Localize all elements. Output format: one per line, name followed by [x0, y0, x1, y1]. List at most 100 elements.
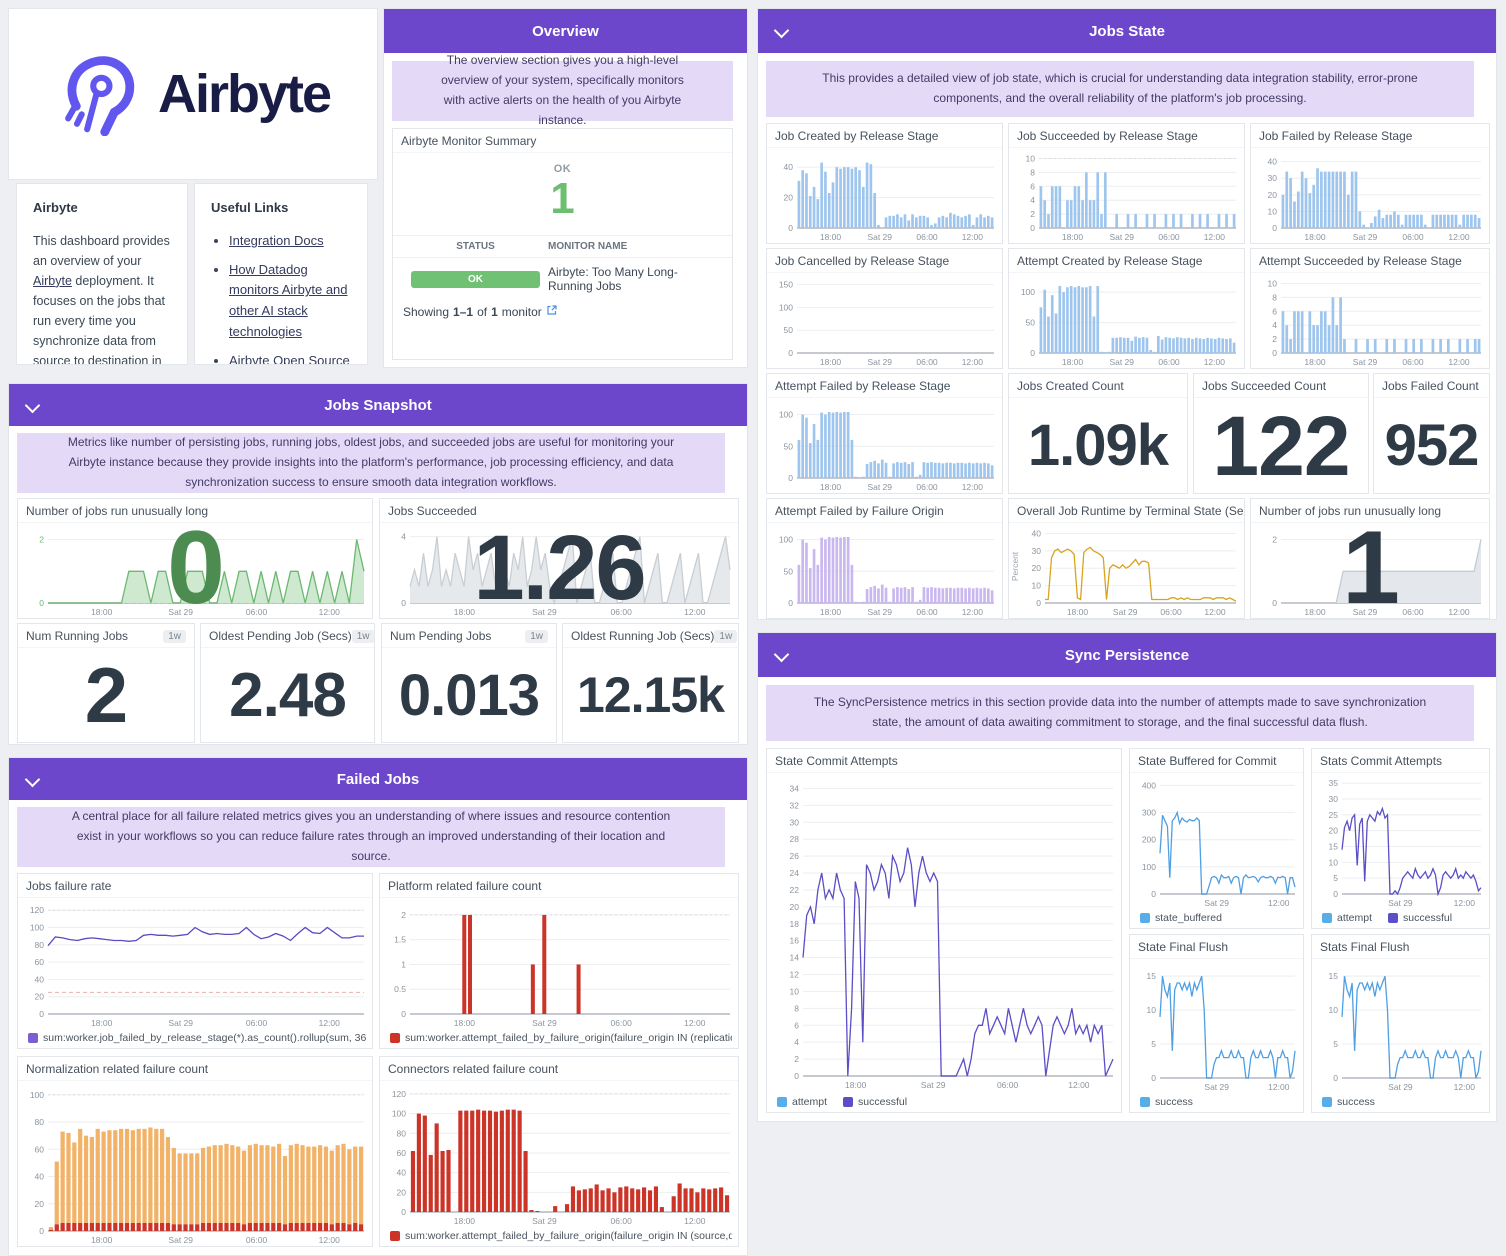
- list-item: Airbyte Open Source Deployment: [229, 351, 351, 365]
- chevron-down-icon[interactable]: [773, 646, 790, 663]
- chart-plot[interactable]: 0 50 100 18:00 Sat 29 06:00 12:00: [1009, 273, 1244, 368]
- value-card-num-pending-jobs: Num Pending Jobs 1w 0.013: [381, 623, 557, 743]
- svg-text:30: 30: [1032, 546, 1042, 556]
- legend-item[interactable]: sum:worker.attempt_failed_by_failure_ori…: [390, 1230, 732, 1242]
- chart-plot[interactable]: 0 4 18:00 Sat 29 06:00 12:00: [380, 523, 738, 618]
- footer-text: of: [477, 304, 488, 319]
- chart-plot[interactable]: 0 20 40 60 80 100 120 18:00 Sat 29 06:00 12:00 sum:…: [380, 1081, 738, 1246]
- legend-item[interactable]: successful: [843, 1096, 907, 1108]
- useful-links-title: Useful Links: [211, 200, 289, 215]
- svg-text:18:00: 18:00: [1062, 232, 1084, 242]
- sync-persistence-banner: The SyncPersistence metrics in this sect…: [766, 685, 1474, 741]
- svg-text:12:00: 12:00: [1204, 232, 1226, 242]
- svg-text:100: 100: [779, 302, 793, 312]
- chart-plot[interactable]: 0 50 100 18:00 Sat 29 06:00 12:00: [767, 523, 1002, 618]
- jobs-snapshot-section: Jobs Snapshot Metrics like number of per…: [8, 383, 748, 745]
- chart-plot[interactable]: 0 2 4 6 8 10 18:00 Sat 29 06:00 12:00: [1251, 273, 1489, 368]
- chart-plot[interactable]: 0 5 10 15 Sat 29 12:00 success: [1130, 959, 1303, 1112]
- svg-text:18:00: 18:00: [820, 482, 842, 492]
- chart-title: Oldest Pending Job (Secs): [209, 629, 352, 643]
- legend-swatch-icon: [28, 1033, 38, 1043]
- chart-plot[interactable]: 0 50 100 18:00 Sat 29 06:00 12:00: [767, 398, 1002, 493]
- svg-text:06:00: 06:00: [611, 1216, 633, 1226]
- legend-item[interactable]: success: [1140, 1096, 1193, 1108]
- legend-item[interactable]: state_buffered: [1140, 912, 1222, 924]
- overview-banner: The overview section gives you a high-le…: [392, 53, 733, 127]
- chart-card-normalization-failure-count: Normalization related failure count 0 20 4…: [17, 1056, 373, 1247]
- chart-card-job-runtime-terminal-state: Overall Job Runtime by Terminal State (S…: [1008, 498, 1245, 619]
- chart-plot[interactable]: 0 2 4 6 8 10 12 14 16 18 20 22 24 26 28 30 32 34 18:00 Sat …: [767, 773, 1121, 1112]
- chart-plot[interactable]: 0 20 40 60 80 100 18:00 Sat 29 06:00 12:00: [18, 1081, 372, 1246]
- chart-plot[interactable]: 0 20 40 18:00 Sat 29 06:00 12:00: [767, 148, 1002, 243]
- jobs-state-header[interactable]: Jobs State: [758, 9, 1496, 53]
- svg-text:4: 4: [794, 1037, 799, 1047]
- svg-text:0: 0: [1272, 223, 1277, 233]
- chart-card-job-failed-stage: Job Failed by Release Stage 0 10 20 30 40 18:…: [1250, 123, 1490, 244]
- chart-plot[interactable]: 0 100 200 300 400 Sat 29 12:00 state_buffered: [1130, 773, 1303, 928]
- svg-text:16: 16: [790, 936, 800, 946]
- legend-item[interactable]: attempt: [777, 1096, 827, 1108]
- svg-text:0.5: 0.5: [394, 984, 406, 994]
- link-integration-docs[interactable]: Integration Docs: [229, 232, 324, 248]
- svg-text:8: 8: [1272, 292, 1277, 302]
- jobs-state-banner: This provides a detailed view of job sta…: [766, 61, 1474, 117]
- svg-text:100: 100: [30, 922, 44, 932]
- col-status: STATUS: [456, 241, 495, 253]
- svg-text:18:00: 18:00: [91, 1018, 113, 1028]
- svg-text:80: 80: [35, 1117, 45, 1127]
- svg-text:10: 10: [1329, 1005, 1339, 1015]
- legend-item[interactable]: attempt: [1322, 912, 1372, 924]
- svg-text:12:00: 12:00: [1448, 607, 1470, 617]
- logo-wordmark: Airbyte: [157, 64, 332, 124]
- chart-plot[interactable]: 0 5 10 15 20 25 30 35 Sat 29 12:00 attempt successf…: [1312, 773, 1489, 928]
- list-item: Integration Docs: [229, 231, 351, 252]
- svg-text:4: 4: [1030, 195, 1035, 205]
- svg-text:10: 10: [790, 986, 800, 996]
- chart-plot[interactable]: 0 50 100 150 18:00 Sat 29 06:00 12:00: [767, 273, 1002, 368]
- chevron-down-icon[interactable]: [24, 771, 41, 788]
- link-datadog-monitors[interactable]: How Datadog monitors Airbyte and other A…: [229, 261, 348, 339]
- svg-text:32: 32: [790, 800, 800, 810]
- chart-title: Jobs Failed Count: [1382, 379, 1479, 393]
- jobs-snapshot-header[interactable]: Jobs Snapshot: [9, 384, 747, 426]
- svg-text:2: 2: [1030, 209, 1035, 219]
- chart-plot[interactable]: 0 2 4 6 8 10 18:00 Sat 29 06:00 12:00: [1009, 148, 1244, 243]
- chart-plot[interactable]: 0 2 18:00 Sat 29 06:00 12:00: [18, 523, 372, 618]
- chart-card-attempt-failed-origin: Attempt Failed by Failure Origin 0 50 100 1…: [766, 498, 1003, 619]
- svg-text:0: 0: [1151, 889, 1156, 899]
- sync-persistence-header[interactable]: Sync Persistence: [758, 633, 1496, 677]
- svg-text:0: 0: [1030, 348, 1035, 358]
- legend-item[interactable]: sum:worker.job_failed_by_release_stage(*…: [28, 1032, 366, 1044]
- chart-plot[interactable]: 0 20 40 60 80 100 120 18:00 Sat 29 06:00 12:00 sum:…: [18, 898, 372, 1048]
- legend-item[interactable]: successful: [1388, 912, 1452, 924]
- chart-title: Job Cancelled by Release Stage: [775, 254, 950, 268]
- chart-plot[interactable]: 0 10 20 30 40 18:00 Sat 29 06:00 12:00 Percent: [1009, 523, 1244, 618]
- chevron-down-icon[interactable]: [24, 397, 41, 414]
- monitor-name-link[interactable]: Airbyte: Too Many Long-Running Jobs: [548, 265, 678, 294]
- svg-text:10: 10: [1329, 857, 1339, 867]
- chevron-down-icon[interactable]: [773, 22, 790, 39]
- airbyte-link[interactable]: Airbyte: [33, 273, 72, 288]
- legend-label: state_buffered: [1155, 912, 1222, 924]
- chart-plot[interactable]: 0 0.5 1 1.5 2 18:00 Sat 29 06:00 12:00 sum:worker…: [380, 898, 738, 1048]
- failed-jobs-header[interactable]: Failed Jobs: [9, 758, 747, 800]
- legend-item[interactable]: success: [1322, 1096, 1375, 1108]
- chart-plot[interactable]: 0 5 10 15 Sat 29 12:00 success: [1312, 959, 1489, 1112]
- chart-plot[interactable]: 0 2 18:00 Sat 29 06:00 12:00: [1251, 523, 1489, 618]
- chart-card-attempt-created: Attempt Created by Release Stage 0 50 100 1…: [1008, 248, 1245, 369]
- airbyte-logo-icon: [56, 48, 144, 141]
- overview-header[interactable]: Overview: [384, 9, 747, 53]
- link-open-source-deployment[interactable]: Airbyte Open Source Deployment: [229, 352, 350, 365]
- chart-legend: state_buffered: [1140, 912, 1297, 924]
- legend-item[interactable]: sum:worker.attempt_failed_by_failure_ori…: [390, 1032, 732, 1044]
- legend-label: attempt: [792, 1096, 828, 1108]
- external-link-icon[interactable]: [546, 304, 558, 319]
- chart-plot[interactable]: 0 10 20 30 40 18:00 Sat 29 06:00 12:00: [1251, 148, 1489, 243]
- svg-text:12:00: 12:00: [1268, 898, 1290, 908]
- svg-text:25: 25: [1329, 810, 1339, 820]
- value-card-oldest-running-job: Oldest Running Job (Secs) 1w 12.15k: [562, 623, 739, 743]
- svg-text:18:00: 18:00: [1304, 357, 1326, 367]
- svg-text:100: 100: [392, 1109, 406, 1119]
- svg-text:2: 2: [1272, 535, 1277, 545]
- chart-legend: sum:worker.job_failed_by_release_stage(*…: [28, 1032, 366, 1044]
